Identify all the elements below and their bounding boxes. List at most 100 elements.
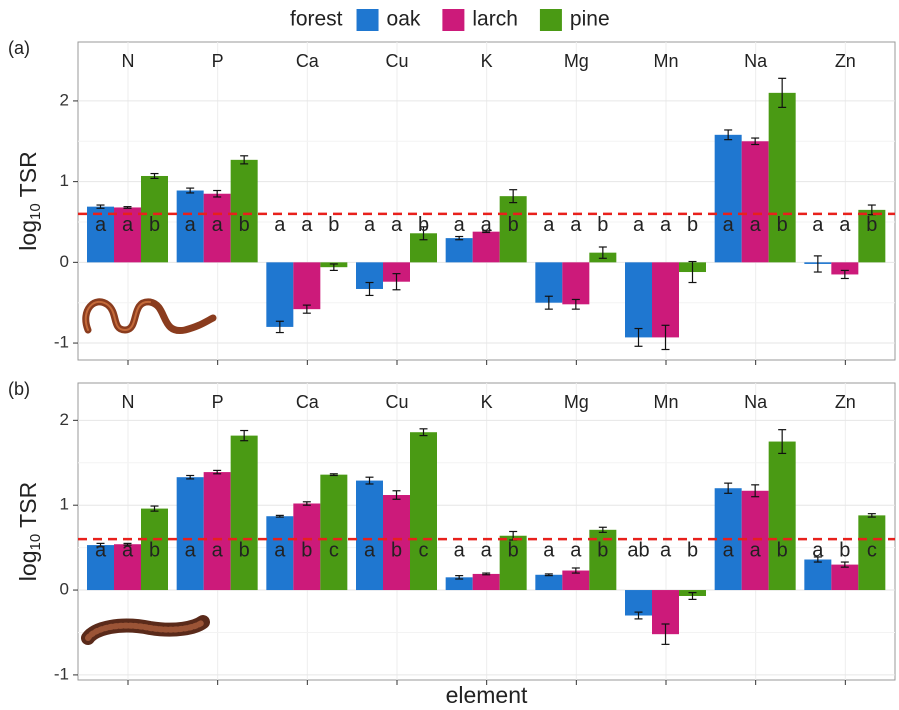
significance-letter: a — [812, 539, 824, 561]
facet-label: Ca — [296, 392, 320, 412]
bar — [715, 135, 742, 263]
significance-letter: a — [570, 539, 582, 561]
y-axis-title-part: 10 — [27, 203, 44, 220]
bar — [473, 574, 500, 590]
significance-letter: a — [454, 214, 466, 236]
significance-letter: a — [723, 539, 735, 561]
legend-swatch — [442, 9, 464, 31]
chart: forestoaklarchpine(a)-1012log10TSRNaabPa… — [0, 0, 899, 710]
significance-letter: b — [508, 539, 519, 561]
bar — [177, 477, 204, 590]
bar — [769, 442, 796, 590]
facet-label: K — [481, 392, 493, 412]
significance-letter: a — [723, 214, 735, 236]
significance-letter: b — [239, 539, 250, 561]
y-tick-label: 2 — [60, 90, 69, 109]
legend-title: forest — [290, 8, 343, 31]
y-tick-label: 0 — [60, 580, 69, 599]
significance-letter: b — [301, 539, 312, 561]
bar — [410, 432, 437, 590]
significance-letter: b — [777, 539, 788, 561]
y-axis-title: log10 TSR — [15, 151, 44, 250]
significance-letter: b — [508, 214, 519, 236]
significance-letter: a — [122, 539, 134, 561]
bar — [769, 93, 796, 262]
significance-letter: a — [185, 214, 197, 236]
bar — [742, 141, 769, 262]
significance-letter: a — [812, 214, 824, 236]
y-tick-label: -1 — [54, 664, 69, 683]
y-tick-label: 2 — [60, 410, 69, 429]
facet-label: N — [122, 51, 135, 71]
significance-letter: a — [570, 214, 582, 236]
panel-label: (a) — [8, 38, 30, 58]
significance-letter: a — [481, 539, 493, 561]
significance-letter: a — [212, 539, 224, 561]
y-tick-label: -1 — [54, 333, 69, 352]
significance-letter: a — [391, 214, 403, 236]
bar — [204, 472, 231, 590]
facet-label: Na — [744, 392, 768, 412]
facet-label: Mg — [564, 51, 589, 71]
significance-letter: ab — [627, 539, 649, 561]
legend-label: oak — [387, 8, 421, 31]
bar — [293, 262, 320, 309]
significance-letter: a — [301, 214, 313, 236]
significance-letter: c — [329, 539, 339, 561]
facet-label: Na — [744, 51, 768, 71]
significance-letter: a — [185, 539, 197, 561]
significance-letter: a — [212, 214, 224, 236]
significance-letter: a — [839, 214, 851, 236]
bar — [446, 238, 473, 262]
bar — [266, 262, 293, 327]
significance-letter: a — [750, 539, 762, 561]
significance-letter: b — [149, 214, 160, 236]
significance-letter: b — [149, 539, 160, 561]
facet-label: Cu — [385, 51, 408, 71]
y-axis-title-part: 10 — [27, 534, 44, 551]
bar — [562, 262, 589, 304]
y-axis-title-part: TSR — [15, 151, 41, 197]
panel-label: (b) — [8, 379, 30, 399]
significance-letter: a — [95, 539, 107, 561]
facet-label: P — [212, 392, 224, 412]
legend-label: larch — [472, 8, 518, 31]
facet-label: K — [481, 51, 493, 71]
significance-letter: b — [239, 214, 250, 236]
y-axis-title-part: log — [15, 550, 41, 581]
facet-label: Ca — [296, 51, 320, 71]
significance-letter: a — [543, 539, 555, 561]
y-axis-title-part: log — [15, 220, 41, 251]
y-tick-label: 1 — [60, 171, 69, 190]
significance-letter: a — [543, 214, 555, 236]
facet-label: Mg — [564, 392, 589, 412]
facet-label: Zn — [835, 392, 856, 412]
facet-label: Mn — [653, 392, 678, 412]
significance-letter: b — [418, 214, 429, 236]
bar — [535, 575, 562, 590]
y-tick-label: 1 — [60, 495, 69, 514]
significance-letter: c — [419, 539, 429, 561]
significance-letter: a — [660, 214, 672, 236]
significance-letter: c — [867, 539, 877, 561]
significance-letter: b — [328, 214, 339, 236]
facet-label: Mn — [653, 51, 678, 71]
legend-swatch — [540, 9, 562, 31]
significance-letter: a — [750, 214, 762, 236]
significance-letter: a — [454, 539, 466, 561]
bar — [231, 160, 258, 263]
facet-label: Cu — [385, 392, 408, 412]
bar — [231, 436, 258, 590]
significance-letter: a — [364, 214, 376, 236]
significance-letter: b — [777, 214, 788, 236]
significance-letter: a — [660, 539, 672, 561]
significance-letter: a — [633, 214, 645, 236]
significance-letter: b — [839, 539, 850, 561]
legend-label: pine — [570, 8, 610, 31]
y-tick-label: 0 — [60, 252, 69, 271]
significance-letter: b — [687, 214, 698, 236]
bar — [804, 560, 831, 591]
bar — [320, 475, 347, 590]
significance-letter: b — [597, 539, 608, 561]
significance-letter: a — [122, 214, 134, 236]
